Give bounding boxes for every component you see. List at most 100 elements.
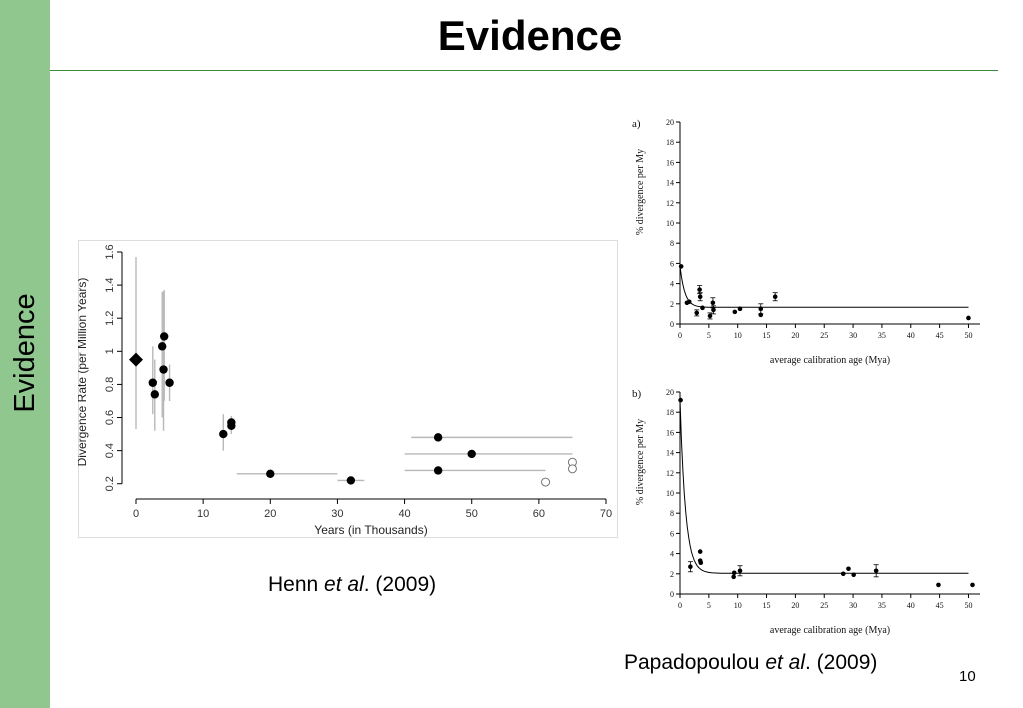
y-tick-label: 0.8 <box>104 377 116 392</box>
data-point <box>737 568 743 574</box>
data-point <box>467 449 476 459</box>
y-tick-label: 1.4 <box>104 277 116 292</box>
y-tick-label: 16 <box>666 428 674 437</box>
y-tick-label: 6 <box>670 529 674 538</box>
y-axis-label: % divergence per My <box>635 149 646 235</box>
plot-frame <box>78 240 618 538</box>
data-point <box>711 307 716 313</box>
x-tick-label: 40 <box>398 508 410 520</box>
y-tick-label: 0.4 <box>104 443 116 458</box>
data-point-diamond <box>129 352 143 367</box>
fit-curve <box>679 399 969 574</box>
data-point <box>346 476 356 485</box>
y-tick-label: 0 <box>670 320 674 329</box>
data-point <box>433 466 443 475</box>
data-point <box>873 568 879 574</box>
x-tick-label: 35 <box>878 331 886 340</box>
caption-etal: et al <box>324 573 364 596</box>
x-tick-label: 25 <box>820 331 828 340</box>
data-point <box>758 306 764 312</box>
data-point <box>851 572 856 578</box>
henn-caption: Henn et al. (2009) <box>268 573 436 597</box>
data-point <box>936 582 941 588</box>
data-point <box>266 469 275 478</box>
y-tick-label: 18 <box>666 138 674 147</box>
y-tick-label: 0.2 <box>104 476 116 491</box>
data-point <box>697 549 703 554</box>
x-tick-label: 0 <box>678 331 682 340</box>
caption-etal: et al <box>765 651 806 674</box>
data-point-open <box>567 464 577 474</box>
y-tick-label: 1.6 <box>104 244 116 259</box>
sidebar-band: Evidence <box>0 0 50 708</box>
x-tick-label: 35 <box>878 601 886 610</box>
x-tick-label: 15 <box>763 601 771 610</box>
x-tick-label: 70 <box>600 508 612 520</box>
x-tick-label: 25 <box>820 601 828 610</box>
x-tick-label: 5 <box>707 601 711 610</box>
y-tick-label: 10 <box>666 219 674 228</box>
x-axis-label: Years (in Thousands) <box>314 523 427 537</box>
data-point <box>678 397 683 403</box>
data-point <box>707 313 713 319</box>
x-tick-label: 40 <box>907 601 915 610</box>
data-point <box>697 294 703 300</box>
x-tick-label: 10 <box>197 508 209 520</box>
papadopoulou-caption: Papadopoulou et al. (2009) <box>624 651 877 675</box>
x-tick-label: 50 <box>964 601 972 610</box>
y-tick-label: 16 <box>666 158 674 167</box>
y-tick-label: 8 <box>670 239 674 248</box>
data-point <box>731 574 736 580</box>
x-tick-label: 50 <box>466 508 478 520</box>
x-tick-label: 0 <box>678 601 682 610</box>
y-axis-label: % divergence per My <box>635 419 646 505</box>
title-divider <box>50 70 998 71</box>
panel-label: b) <box>632 388 642 400</box>
y-tick-label: 4 <box>670 550 674 559</box>
data-point <box>159 365 168 374</box>
y-tick-label: 12 <box>666 469 674 478</box>
y-tick-label: 0.6 <box>104 410 116 425</box>
x-tick-label: 5 <box>707 331 711 340</box>
data-point <box>970 582 975 588</box>
y-tick-label: 12 <box>666 199 674 208</box>
slide-title: Evidence <box>437 12 623 59</box>
data-point <box>772 294 778 300</box>
data-point <box>846 566 851 572</box>
y-tick-label: 8 <box>670 509 674 518</box>
y-tick-label: 2 <box>670 570 674 579</box>
x-tick-label: 0 <box>133 508 139 520</box>
data-point <box>433 433 443 442</box>
caption-author: Henn <box>268 573 325 596</box>
y-tick-label: 10 <box>666 489 674 498</box>
x-tick-label: 30 <box>849 331 857 340</box>
fit-curve <box>679 265 969 308</box>
panel-label: a) <box>632 118 641 130</box>
caption-year: . (2009) <box>805 651 878 674</box>
x-axis-label: average calibration age (Mya) <box>770 625 890 636</box>
data-point <box>966 315 971 321</box>
y-tick-label: 20 <box>666 388 674 397</box>
data-point <box>710 300 716 306</box>
data-point <box>840 571 846 577</box>
data-point <box>150 390 159 399</box>
y-tick-label: 18 <box>666 408 674 417</box>
y-axis-label: Divergence Rate (per Million Years) <box>78 278 89 467</box>
x-axis-label: average calibration age (Mya) <box>770 355 890 366</box>
papadopoulou-chart-a: 0 2 4 6 8 10 12 14 16 18 20 0 5 10 15 20 25 30 35 40 45 50 a) a… <box>632 118 980 366</box>
y-tick-label: 14 <box>666 449 674 458</box>
caption-year: . (2009) <box>363 573 437 596</box>
data-point <box>678 264 684 269</box>
data-point <box>697 287 702 292</box>
caption-author: Papadopoulou <box>624 651 766 674</box>
y-tick-label: 4 <box>670 280 674 289</box>
data-point <box>732 309 738 315</box>
data-point <box>737 306 743 312</box>
x-tick-label: 30 <box>331 508 343 520</box>
y-tick-label: 1.2 <box>104 311 116 326</box>
data-point-open <box>541 477 551 487</box>
x-tick-label: 50 <box>964 331 972 340</box>
y-tick-label: 20 <box>666 118 674 127</box>
x-tick-label: 60 <box>533 508 545 520</box>
y-tick-label: 0 <box>670 590 674 599</box>
